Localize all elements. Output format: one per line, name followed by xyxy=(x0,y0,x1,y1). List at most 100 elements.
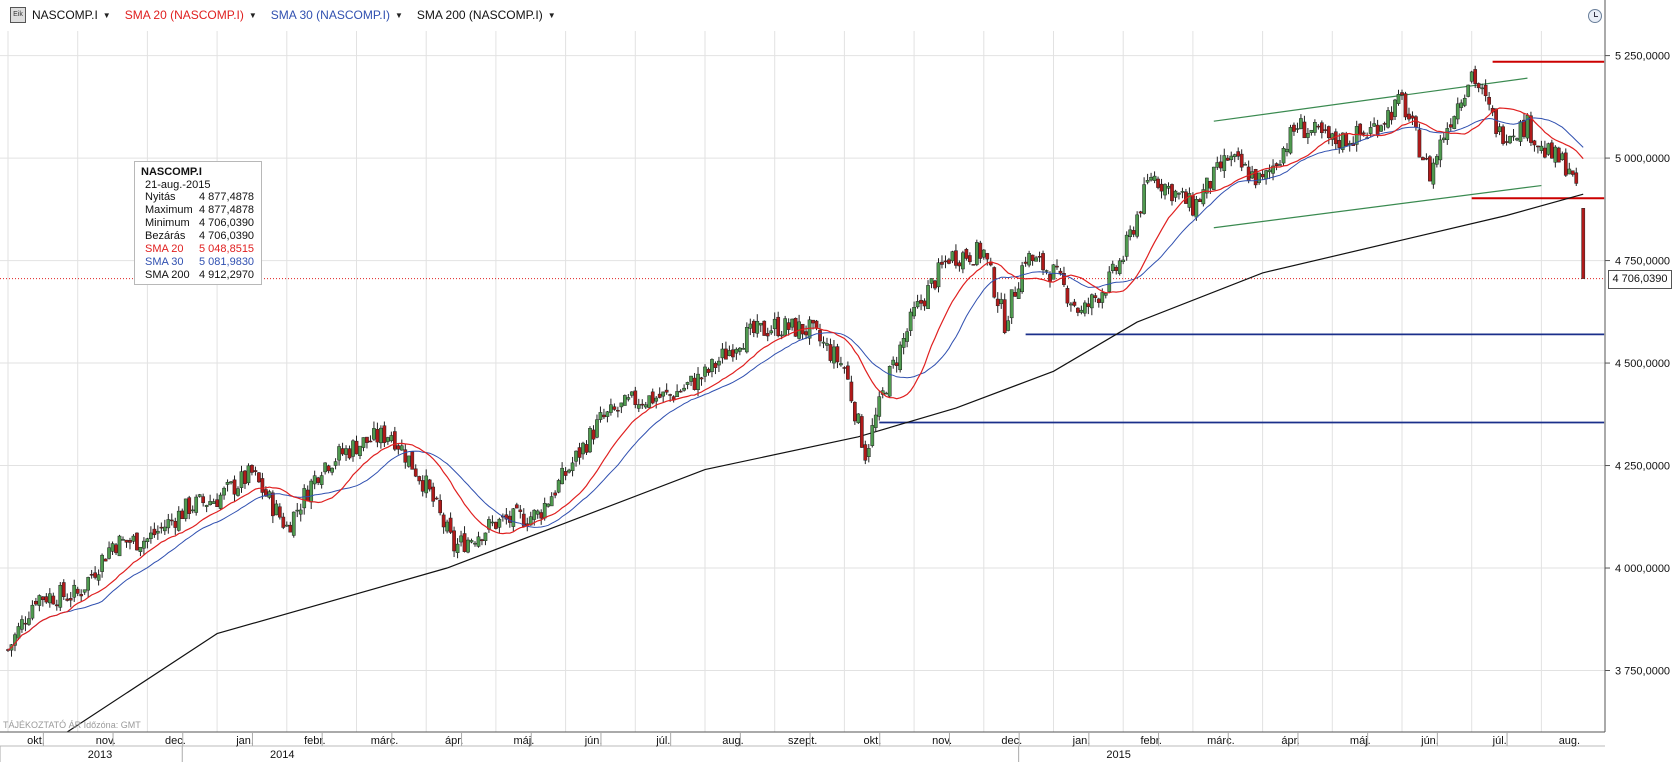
candle-body xyxy=(786,322,791,330)
candle-body xyxy=(1281,148,1286,164)
y-tick-label: 4 750,0000 xyxy=(1615,256,1670,268)
candle-body xyxy=(654,397,659,402)
clock-icon[interactable] xyxy=(1588,9,1602,23)
candle-body xyxy=(204,504,209,507)
candle-body xyxy=(351,440,355,457)
candle-body xyxy=(647,395,652,408)
indicator-sma20-selector[interactable]: SMA 20 (NASCOMP.I) ▼ xyxy=(125,8,257,22)
candle-body xyxy=(748,323,753,329)
candle-body xyxy=(1229,155,1234,161)
candle-body xyxy=(494,521,498,529)
candle-body xyxy=(1417,129,1422,158)
candle-body xyxy=(894,362,899,366)
candle-body xyxy=(947,259,951,264)
candle-body xyxy=(556,480,561,493)
candle-body xyxy=(1431,162,1436,185)
candle-body xyxy=(849,381,854,402)
indicator-sma200-label: SMA 200 (NASCOMP.I) xyxy=(416,8,543,22)
candle-body xyxy=(1515,138,1519,141)
candle-body xyxy=(131,535,136,542)
info-value: 4 877,4878 xyxy=(199,204,255,216)
candle-body xyxy=(577,447,582,458)
symbol-selector[interactable]: NASCOMP.I ▼ xyxy=(32,8,111,22)
candle-body xyxy=(710,359,714,372)
info-row-sma200: SMA 200 4 912,2970 xyxy=(135,269,261,282)
candle-body xyxy=(347,448,352,459)
candle-body xyxy=(929,278,934,284)
candle-body xyxy=(1299,118,1303,129)
candle-body xyxy=(528,516,533,526)
candle-body xyxy=(107,547,111,559)
month-label: dec. xyxy=(1001,735,1022,747)
candle-body xyxy=(856,413,861,424)
candle-body xyxy=(284,524,289,527)
candle-body xyxy=(117,535,122,557)
candle-body xyxy=(1051,264,1056,280)
candle-body xyxy=(1581,208,1586,279)
month-label: márc. xyxy=(371,735,399,747)
candle-body xyxy=(1041,253,1045,271)
candle-body xyxy=(72,584,77,598)
candle-body xyxy=(114,544,118,554)
candle-body xyxy=(619,402,624,408)
candle-body xyxy=(1114,266,1119,271)
indicator-sma200-selector[interactable]: SMA 200 (NASCOMP.I) ▼ xyxy=(417,8,556,22)
candle-body xyxy=(1487,96,1491,105)
candle-body xyxy=(535,510,540,515)
candle-body xyxy=(1400,92,1404,96)
candle-body xyxy=(86,577,91,591)
candle-body xyxy=(790,318,794,328)
candle-body xyxy=(23,622,28,625)
info-row-low: Minimum 4 706,0390 xyxy=(135,217,261,230)
candle-body xyxy=(1448,124,1453,128)
candle-body xyxy=(922,300,927,307)
info-row-sma20: SMA 20 5 048,8515 xyxy=(135,243,261,256)
sma-lines xyxy=(7,107,1584,651)
y-tick-label: 5 250,0000 xyxy=(1615,51,1670,63)
candle-body xyxy=(16,626,21,639)
candle-body xyxy=(926,285,930,309)
candle-body xyxy=(581,442,585,455)
candle-body xyxy=(1494,108,1498,134)
candle-body xyxy=(563,471,568,476)
candle-body xyxy=(1138,211,1143,214)
candle-body xyxy=(1532,140,1537,146)
candle-body xyxy=(1344,133,1349,147)
candle-body xyxy=(964,249,969,259)
candle-body xyxy=(804,331,808,336)
candle-body xyxy=(274,503,279,516)
candle-body xyxy=(1149,176,1153,181)
candle-body xyxy=(30,604,35,619)
candle-body xyxy=(34,600,38,605)
candle-body xyxy=(1030,254,1035,262)
y-tick-label: 4 500,0000 xyxy=(1615,358,1670,370)
candle-body xyxy=(218,494,223,509)
candle-body xyxy=(239,471,244,488)
candle-body xyxy=(110,543,115,552)
indicator-sma30-selector[interactable]: SMA 30 (NASCOMP.I) ▼ xyxy=(271,8,403,22)
candle-body xyxy=(1023,261,1028,264)
candle-body xyxy=(873,414,878,428)
candle-body xyxy=(1522,119,1526,137)
info-label: SMA 200 xyxy=(145,269,190,281)
candle-body xyxy=(169,519,174,522)
candle-body xyxy=(330,467,334,473)
candle-body xyxy=(811,319,815,324)
candle-body xyxy=(1428,156,1432,182)
candle-body xyxy=(406,455,411,467)
candle-body xyxy=(884,392,889,395)
candle-body xyxy=(1407,113,1411,120)
chart-app-icon[interactable]: Eik xyxy=(10,7,26,23)
candle-body xyxy=(47,593,52,604)
candle-body xyxy=(720,348,725,359)
candle-body xyxy=(1058,270,1063,274)
indicative-price-note: TÁJÉKOZTATÓ ÁR Időzóna: GMT xyxy=(3,720,141,730)
candle-body xyxy=(476,536,481,547)
candle-body xyxy=(1347,143,1352,145)
candle-body xyxy=(1128,229,1133,238)
candle-body xyxy=(1379,125,1383,132)
candle-body xyxy=(291,511,296,536)
candle-body xyxy=(1361,132,1366,135)
year-label: 2014 xyxy=(270,749,294,761)
